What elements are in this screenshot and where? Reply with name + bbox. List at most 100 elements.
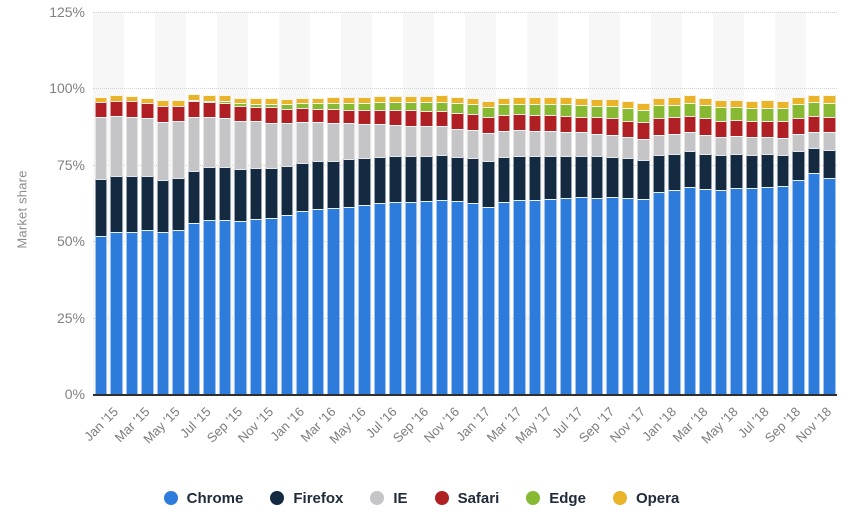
bar-segment-chrome[interactable] <box>435 199 448 394</box>
bar-segment-edge[interactable] <box>559 104 572 116</box>
bar-column[interactable] <box>652 97 665 394</box>
bar-segment-ie[interactable] <box>373 124 386 157</box>
bar-segment-opera[interactable] <box>94 97 107 103</box>
bar-segment-ie[interactable] <box>668 134 681 154</box>
bar-segment-opera[interactable] <box>637 102 650 110</box>
bar-segment-ie[interactable] <box>637 139 650 160</box>
bar-segment-opera[interactable] <box>575 97 588 105</box>
bar-segment-opera[interactable] <box>745 100 758 109</box>
bar-segment-ie[interactable] <box>389 124 402 157</box>
bar-segment-chrome[interactable] <box>559 197 572 394</box>
bar-column[interactable] <box>203 94 216 394</box>
bar-segment-chrome[interactable] <box>776 186 789 394</box>
bar-segment-safari[interactable] <box>637 122 650 140</box>
bar-segment-ie[interactable] <box>590 133 603 157</box>
bar-segment-edge[interactable] <box>466 104 479 115</box>
bar-segment-edge[interactable] <box>544 103 557 116</box>
bar-column[interactable] <box>776 100 789 394</box>
bar-segment-edge[interactable] <box>404 101 417 111</box>
bar-segment-opera[interactable] <box>420 96 433 102</box>
bar-segment-ie[interactable] <box>404 125 417 157</box>
bar-segment-firefox[interactable] <box>466 157 479 204</box>
bar-segment-safari[interactable] <box>823 117 836 133</box>
bar-segment-chrome[interactable] <box>296 211 309 394</box>
bar-segment-chrome[interactable] <box>125 231 138 394</box>
bar-column[interactable] <box>156 100 169 394</box>
bar-segment-ie[interactable] <box>699 135 712 154</box>
bar-segment-safari[interactable] <box>125 100 138 117</box>
bar-segment-edge[interactable] <box>311 103 324 109</box>
bar-segment-firefox[interactable] <box>94 178 107 236</box>
legend-item-firefox[interactable]: Firefox <box>270 490 343 507</box>
bar-segment-opera[interactable] <box>497 97 510 105</box>
bar-segment-firefox[interactable] <box>637 159 650 199</box>
bar-segment-chrome[interactable] <box>637 198 650 394</box>
bar-segment-opera[interactable] <box>699 97 712 106</box>
bar-column[interactable] <box>559 97 572 394</box>
bar-segment-firefox[interactable] <box>652 155 665 192</box>
legend-item-edge[interactable]: Edge <box>526 490 586 507</box>
bar-segment-chrome[interactable] <box>714 190 727 394</box>
bar-segment-safari[interactable] <box>730 119 743 137</box>
bar-segment-safari[interactable] <box>203 101 216 117</box>
bar-segment-edge[interactable] <box>730 107 743 120</box>
bar-segment-opera[interactable] <box>606 98 619 106</box>
bar-segment-edge[interactable] <box>823 103 836 118</box>
bar-segment-chrome[interactable] <box>110 232 123 394</box>
bar-column[interactable] <box>451 97 464 394</box>
bar-segment-safari[interactable] <box>156 105 169 123</box>
bar-segment-chrome[interactable] <box>668 189 681 394</box>
bar-segment-firefox[interactable] <box>125 175 138 232</box>
bar-segment-firefox[interactable] <box>296 162 309 212</box>
bar-segment-opera[interactable] <box>823 95 836 104</box>
bar-segment-firefox[interactable] <box>187 170 200 223</box>
bar-segment-ie[interactable] <box>513 129 526 156</box>
bar-segment-firefox[interactable] <box>234 169 247 222</box>
bar-segment-safari[interactable] <box>513 114 526 130</box>
bar-segment-opera[interactable] <box>311 97 324 104</box>
bar-column[interactable] <box>637 102 650 394</box>
bar-segment-chrome[interactable] <box>342 206 355 394</box>
bar-segment-edge[interactable] <box>590 105 603 118</box>
bar-segment-chrome[interactable] <box>389 202 402 394</box>
bar-segment-safari[interactable] <box>234 105 247 122</box>
bar-segment-edge[interactable] <box>497 104 510 115</box>
bar-segment-opera[interactable] <box>652 97 665 106</box>
bar-segment-chrome[interactable] <box>172 230 185 394</box>
bar-segment-chrome[interactable] <box>823 177 836 394</box>
bar-column[interactable] <box>404 96 417 394</box>
bar-segment-opera[interactable] <box>203 94 216 101</box>
bar-segment-ie[interactable] <box>234 121 247 170</box>
bar-segment-chrome[interactable] <box>373 203 386 394</box>
bar-column[interactable] <box>513 97 526 394</box>
bar-segment-ie[interactable] <box>559 131 572 156</box>
bar-segment-edge[interactable] <box>342 103 355 110</box>
bar-segment-ie[interactable] <box>156 122 169 180</box>
bar-column[interactable] <box>373 96 386 394</box>
bar-segment-chrome[interactable] <box>327 207 340 394</box>
bar-segment-firefox[interactable] <box>327 160 340 208</box>
bar-segment-opera[interactable] <box>513 97 526 104</box>
bar-segment-edge[interactable] <box>761 107 774 121</box>
bar-segment-safari[interactable] <box>187 101 200 118</box>
bar-segment-chrome[interactable] <box>683 186 696 394</box>
bar-segment-edge[interactable] <box>776 107 789 122</box>
bar-segment-firefox[interactable] <box>110 175 123 233</box>
bar-segment-ie[interactable] <box>296 122 309 163</box>
bar-segment-ie[interactable] <box>714 137 727 156</box>
bar-segment-safari[interactable] <box>311 108 324 123</box>
bar-column[interactable] <box>823 95 836 394</box>
bar-segment-edge[interactable] <box>513 103 526 115</box>
bar-segment-edge[interactable] <box>807 102 820 116</box>
bar-segment-chrome[interactable] <box>141 229 154 394</box>
bar-column[interactable] <box>699 97 712 394</box>
bar-column[interactable] <box>172 100 185 394</box>
bar-segment-chrome[interactable] <box>280 214 293 394</box>
bar-segment-ie[interactable] <box>187 117 200 171</box>
bar-segment-firefox[interactable] <box>311 161 324 209</box>
bar-segment-opera[interactable] <box>404 96 417 102</box>
bar-segment-firefox[interactable] <box>699 153 712 190</box>
bar-segment-chrome[interactable] <box>575 197 588 394</box>
bar-segment-ie[interactable] <box>249 121 262 168</box>
bar-segment-edge[interactable] <box>621 108 634 121</box>
